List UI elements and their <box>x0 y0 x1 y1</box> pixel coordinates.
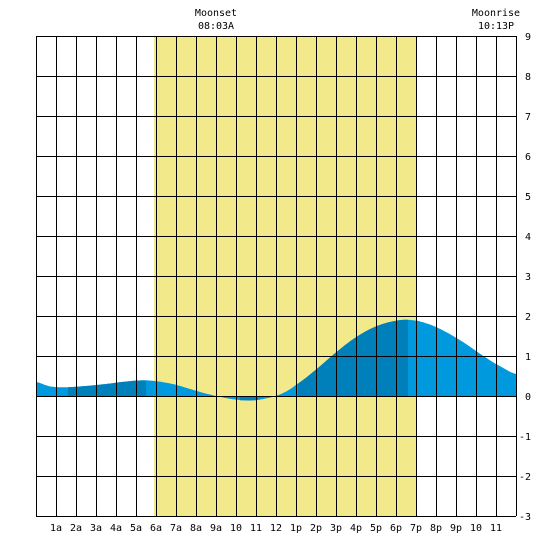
moon-annotations: Moonset 08:03A Moonrise 10:13P <box>195 8 520 32</box>
y-tick-label: 2 <box>525 312 531 323</box>
moonset-time: 08:03A <box>198 21 234 32</box>
x-tick-label: 9p <box>450 523 462 534</box>
x-tick-label: 2a <box>70 523 82 534</box>
y-tick-label: -1 <box>519 432 531 443</box>
moonrise-time: 10:13P <box>478 21 514 32</box>
y-tick-label: 0 <box>525 392 531 403</box>
x-tick-label: 12 <box>270 523 282 534</box>
y-tick-label: 8 <box>525 72 531 83</box>
x-tick-label: 11 <box>490 523 502 534</box>
x-tick-labels: 1a 2a 3a 4a 5a 6a 7a 8a 9a 10 11 12 1p 2p 3p 4p 5p 6p 7p 8p… <box>50 523 502 534</box>
x-tick-label: 3p <box>330 523 342 534</box>
y-tick-label: 1 <box>525 352 531 363</box>
y-tick-label: 3 <box>525 272 531 283</box>
tide-area-highlight-3 <box>298 319 408 396</box>
x-tick-label: 1a <box>50 523 62 534</box>
grid-layer <box>36 36 517 517</box>
x-tick-label: 9a <box>210 523 222 534</box>
x-tick-label: 7a <box>170 523 182 534</box>
x-tick-label: 6a <box>150 523 162 534</box>
x-tick-label: 10 <box>470 523 482 534</box>
y-tick-label: -3 <box>519 512 531 523</box>
y-tick-label: 7 <box>525 112 531 123</box>
moonset-label: Moonset <box>195 8 237 19</box>
x-tick-label: 11 <box>250 523 262 534</box>
y-tick-label: 9 <box>525 32 531 43</box>
x-tick-label: 4a <box>110 523 122 534</box>
x-tick-label: 5p <box>370 523 382 534</box>
x-tick-label: 1p <box>290 523 302 534</box>
x-tick-label: 2p <box>310 523 322 534</box>
x-tick-label: 4p <box>350 523 362 534</box>
tide-area-highlight-1 <box>68 380 146 396</box>
x-tick-label: 7p <box>410 523 422 534</box>
x-tick-label: 6p <box>390 523 402 534</box>
y-tick-labels: 9 8 7 6 5 4 3 2 1 0 -1 -2 -3 <box>519 32 531 523</box>
x-tick-label: 8a <box>190 523 202 534</box>
y-tick-label: -2 <box>519 472 531 483</box>
y-tick-label: 4 <box>525 232 531 243</box>
x-tick-label: 10 <box>230 523 242 534</box>
moonrise-label: Moonrise <box>472 8 520 19</box>
y-tick-label: 6 <box>525 152 531 163</box>
tide-area-highlight-2 <box>240 396 258 401</box>
x-tick-label: 8p <box>430 523 442 534</box>
x-tick-label: 3a <box>90 523 102 534</box>
x-tick-label: 5a <box>130 523 142 534</box>
y-tick-label: 5 <box>525 192 531 203</box>
